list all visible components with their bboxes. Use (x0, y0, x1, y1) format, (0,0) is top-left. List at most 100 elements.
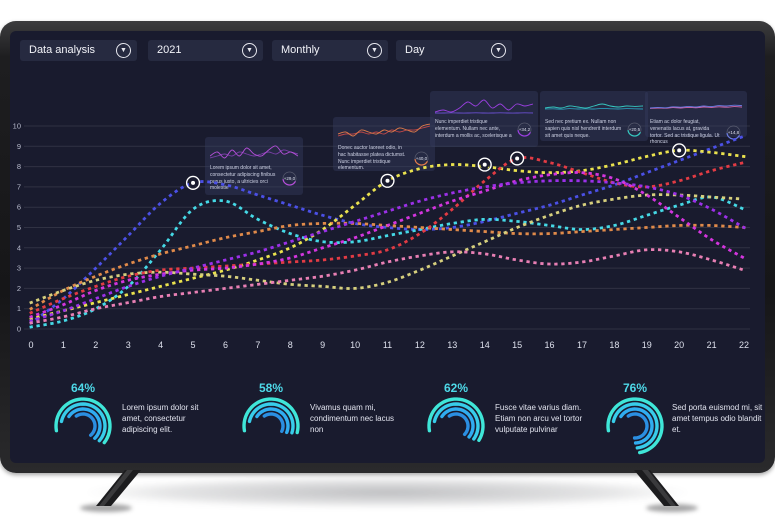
svg-text:6: 6 (223, 340, 228, 350)
stat-percentage: 64% (70, 381, 96, 395)
data-point-marker (510, 151, 525, 166)
sparkline-chart (435, 99, 533, 114)
chart-tooltip-card: Etiam ac dolor feugiat, venenatis lacus … (645, 91, 747, 145)
svg-text:4: 4 (158, 340, 163, 350)
svg-text:15: 15 (512, 340, 522, 350)
series-purple (29, 179, 746, 323)
svg-text:2: 2 (93, 340, 98, 350)
svg-text:17: 17 (577, 340, 587, 350)
dropdown-data-analysis[interactable]: Data analysis ▼ (20, 40, 137, 61)
stat-description: Lorem ipsum dolor sit amet, consectetur … (122, 403, 199, 434)
stat-donut-group: 76% Sed porta euismod mi, sit amet tempu… (602, 381, 765, 463)
svg-text:22: 22 (739, 340, 749, 350)
tooltip-text: Donec auctor laoreet odio, in hac habita… (338, 145, 406, 172)
series-red (29, 156, 746, 315)
donut-chart (427, 397, 485, 443)
dropdown-label: Data analysis (29, 44, 96, 56)
svg-text:8: 8 (288, 340, 293, 350)
svg-text:3: 3 (17, 264, 21, 273)
toolbar: Data analysis ▼ 2021 ▼ Monthly ▼ Day ▼ (10, 40, 765, 64)
dropdown-label: 2021 (157, 44, 182, 56)
sparkline-chart (210, 145, 298, 159)
svg-text:21: 21 (707, 340, 717, 350)
tooltip-text: Nunc imperdiet tristique elementum. Null… (435, 119, 512, 139)
svg-text:7: 7 (17, 182, 21, 191)
tooltip-text: Lorem ipsum dolor sit amet, consectetur … (210, 165, 276, 192)
svg-text:3: 3 (126, 340, 131, 350)
stat-donut-group: 64% Lorem ipsum dolor sit amet, consecte… (50, 381, 225, 463)
chevron-down-circle-icon: ▼ (491, 43, 506, 58)
chart-tooltip-card: Lorem ipsum dolor sit amet, consectetur … (205, 137, 303, 195)
svg-text:0: 0 (28, 340, 33, 350)
foot-shadow (646, 504, 698, 512)
svg-text:5: 5 (17, 223, 21, 232)
series-magenta (29, 171, 746, 319)
tooltip-gauge: +29,0 (281, 170, 298, 187)
svg-text:13: 13 (447, 340, 457, 350)
svg-text:5: 5 (191, 340, 196, 350)
sparkline-chart (545, 103, 643, 110)
donut-chart (242, 397, 300, 435)
dropdown-label: Monthly (281, 44, 320, 56)
chevron-down-circle-icon: ▼ (367, 43, 382, 58)
data-point-marker (477, 157, 492, 172)
tv-shadow (20, 474, 755, 520)
svg-text:8: 8 (17, 162, 21, 171)
svg-text:16: 16 (545, 340, 555, 350)
tv-frame: 0 1 2 3 4 5 6 7 8 9 10 0 1 2 3 4 5 6 7 8 9 10 11 12 13 14 15 16 17 18… (0, 21, 775, 473)
dropdown-label: Day (405, 44, 425, 56)
chart-tooltip-card: Donec auctor laoreet odio, in hac habita… (333, 117, 435, 171)
tooltip-gauge: +20,5 (626, 121, 643, 138)
svg-text:11: 11 (383, 340, 392, 350)
svg-text:14: 14 (480, 340, 490, 350)
stat-description: Vivamus quam mi, condimentum nec lacus n… (310, 403, 395, 434)
stat-description: Sed porta euismod mi, sit amet tempus od… (672, 403, 763, 434)
stat-donut-group: 58% Vivamus quam mi, condimentum nec lac… (238, 381, 413, 463)
donut-chart (54, 397, 112, 445)
svg-text:20: 20 (674, 340, 684, 350)
dropdown-period[interactable]: Monthly ▼ (272, 40, 388, 61)
stat-percentage: 58% (258, 381, 284, 395)
dashboard-screen: 0 1 2 3 4 5 6 7 8 9 10 0 1 2 3 4 5 6 7 8 9 10 11 12 13 14 15 16 17 18… (10, 31, 765, 463)
chart-tooltip-card: Sed nec pretium ex. Nullam non sapien qu… (540, 91, 648, 141)
svg-text:10: 10 (13, 122, 21, 131)
series-orange (29, 221, 746, 311)
svg-text:9: 9 (320, 340, 325, 350)
tooltip-gauge: +14,8 (725, 124, 742, 141)
stat-percentage: 62% (443, 381, 469, 395)
svg-text:0: 0 (17, 325, 21, 334)
donut-chart (606, 397, 664, 455)
svg-text:7: 7 (255, 340, 260, 350)
foot-shadow (80, 504, 132, 512)
svg-text:6: 6 (17, 203, 21, 212)
svg-text:2: 2 (17, 284, 21, 293)
svg-text:4: 4 (17, 243, 21, 252)
svg-text:9: 9 (17, 142, 21, 151)
svg-text:10: 10 (350, 340, 360, 350)
data-point-marker (380, 173, 395, 188)
series-pink (29, 248, 746, 325)
stat-donut-group: 62% Fusce vitae varius diam. Etiam non a… (423, 381, 598, 463)
data-point-marker (185, 175, 201, 190)
svg-text:1: 1 (61, 340, 66, 350)
dropdown-granularity[interactable]: Day ▼ (396, 40, 512, 61)
stat-percentage: 76% (622, 381, 648, 395)
tooltip-gauge: +34,2 (516, 121, 533, 138)
tooltip-gauge: +40,0 (413, 150, 430, 167)
stat-description: Fusce vitae varius diam. Etiam non arcu … (495, 403, 583, 434)
series-khaki (29, 193, 746, 305)
tooltip-text: Etiam ac dolor feugiat, venenatis lacus … (650, 119, 720, 146)
dropdown-year[interactable]: 2021 ▼ (148, 40, 263, 61)
series-cyan (29, 195, 746, 329)
sparkline-chart (650, 104, 742, 109)
svg-text:18: 18 (609, 340, 619, 350)
tooltip-text: Sed nec pretium ex. Nullam non sapien qu… (545, 119, 622, 139)
series-yellow (29, 148, 746, 321)
svg-text:19: 19 (642, 340, 652, 350)
svg-text:1: 1 (17, 304, 21, 313)
svg-text:12: 12 (415, 340, 425, 350)
chevron-down-circle-icon: ▼ (116, 43, 131, 58)
chart-tooltip-card: Nunc imperdiet tristique elementum. Null… (430, 91, 538, 147)
sparkline-chart (338, 123, 430, 137)
